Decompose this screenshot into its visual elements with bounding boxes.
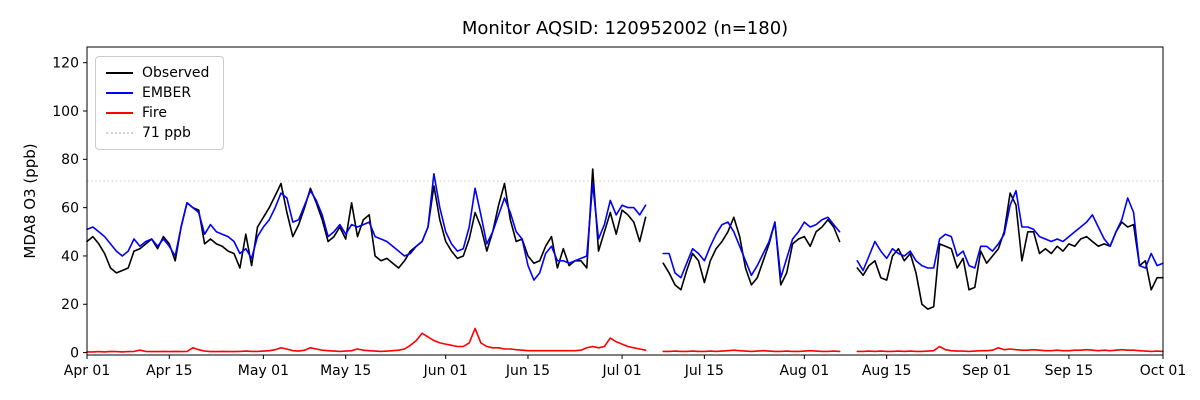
legend-item: 71 ppb — [106, 123, 209, 143]
y-axis-label: MDA8 O3 (ppb) — [21, 143, 39, 259]
x-tick-label: Jun 15 — [505, 363, 550, 379]
x-tick-label: Sep 15 — [1045, 363, 1094, 379]
x-tick-label: Aug 01 — [780, 363, 830, 379]
chart-title: Monitor AQSID: 120952002 (n=180) — [461, 18, 789, 39]
x-tick-label: May 01 — [238, 363, 289, 379]
legend-line-swatch — [106, 92, 133, 94]
y-tick-label: 100 — [52, 104, 79, 120]
ember-line — [86, 173, 1164, 281]
legend-label: EMBER — [142, 85, 192, 101]
y-tick-label: 80 — [61, 152, 79, 168]
legend-item: Observed — [106, 63, 209, 83]
legend-item: EMBER — [106, 83, 209, 103]
legend-label: 71 ppb — [142, 125, 191, 141]
y-tick-label: 20 — [61, 297, 79, 313]
x-tick-label: Aug 15 — [862, 363, 912, 379]
legend-item: Fire — [106, 103, 209, 123]
legend: Observed EMBER Fire 71 ppb — [95, 56, 225, 150]
y-tick-label: 120 — [52, 56, 79, 72]
y-tick-label: 0 — [70, 345, 79, 361]
x-tick-label: Apr 01 — [64, 363, 110, 379]
legend-line-swatch — [106, 112, 133, 114]
legend-label: Fire — [142, 105, 167, 121]
y-tick-label: 60 — [61, 201, 79, 217]
x-tick-label: Oct 01 — [1140, 363, 1186, 379]
legend-line-swatch — [106, 132, 133, 134]
fire-line — [86, 327, 1164, 353]
legend-line-swatch — [106, 72, 133, 74]
x-tick-label: Jul 15 — [684, 363, 724, 379]
legend-label: Observed — [142, 65, 210, 81]
x-tick-label: Jun 01 — [423, 363, 468, 379]
x-tick-label: Sep 01 — [962, 363, 1011, 379]
x-tick-label: Jul 01 — [601, 363, 641, 379]
axes-frame — [86, 46, 1164, 356]
x-tick-label: Apr 15 — [146, 363, 192, 379]
x-tick-label: May 15 — [320, 363, 371, 379]
y-tick-label: 40 — [61, 249, 79, 265]
